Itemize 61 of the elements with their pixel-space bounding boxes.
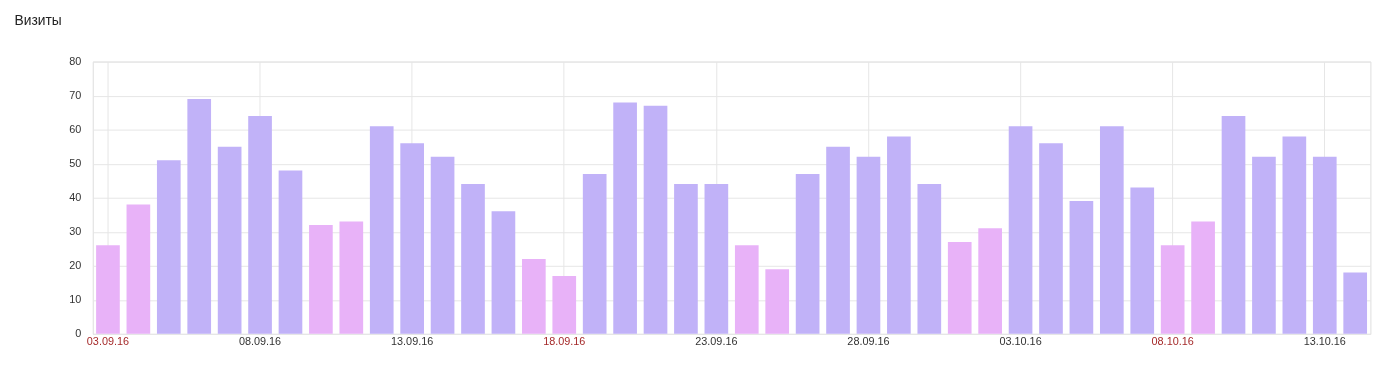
bar	[1343, 272, 1368, 334]
bar	[400, 143, 424, 334]
bar	[947, 241, 972, 334]
bar	[826, 146, 850, 334]
bar	[1039, 143, 1063, 334]
bar	[217, 146, 242, 334]
bar	[126, 204, 151, 334]
bar	[1160, 245, 1185, 334]
y-tick-label: 30	[69, 225, 82, 238]
y-tick-label: 40	[69, 191, 82, 204]
bar	[369, 126, 394, 334]
y-tick-label: 80	[69, 55, 82, 68]
x-tick-label: 28.09.16	[847, 335, 890, 348]
y-tick-label: 50	[69, 157, 82, 170]
x-tick-label: 13.10.16	[1303, 335, 1346, 348]
x-tick-label: 03.10.16	[999, 335, 1042, 348]
y-tick-label: 10	[69, 293, 82, 306]
bar	[978, 228, 1002, 334]
bar	[248, 116, 272, 334]
bar	[856, 156, 881, 334]
bar	[1099, 126, 1124, 334]
x-tick-label: 13.09.16	[391, 335, 434, 348]
x-tick-label: 23.09.16	[695, 335, 738, 348]
bar	[339, 221, 364, 334]
bar	[1252, 156, 1276, 334]
bar	[643, 105, 668, 334]
bar	[1312, 156, 1337, 334]
bar	[278, 170, 303, 334]
bar	[1221, 116, 1246, 334]
x-tick-label: 08.09.16	[238, 335, 282, 348]
x-tick-label: 18.09.16	[543, 335, 586, 348]
bar	[917, 184, 942, 334]
bar	[887, 136, 911, 334]
bar	[96, 245, 120, 334]
bar	[1008, 126, 1033, 334]
bar	[795, 173, 820, 334]
x-tick-label: 08.10.16	[1151, 335, 1194, 348]
y-tick-label: 0	[75, 327, 82, 340]
bar	[1282, 136, 1307, 334]
bar	[187, 99, 212, 334]
bar	[1069, 201, 1094, 334]
bar	[309, 224, 333, 334]
bar	[582, 173, 607, 334]
y-tick-label: 60	[69, 123, 82, 136]
bar	[491, 211, 516, 334]
bar	[1130, 187, 1155, 334]
bar	[613, 102, 637, 334]
bar	[552, 276, 577, 334]
bar	[704, 184, 729, 334]
y-tick-label: 70	[69, 89, 82, 102]
bar	[156, 160, 181, 334]
bar	[522, 258, 546, 334]
bar	[430, 156, 455, 334]
x-tick-label: 03.09.16	[86, 335, 130, 348]
bar	[674, 184, 698, 334]
bar	[765, 269, 790, 334]
bar	[1191, 221, 1215, 334]
bar	[734, 245, 759, 334]
chart-title: Визиты	[14, 12, 62, 29]
y-tick-label: 20	[69, 259, 82, 272]
bar	[461, 184, 485, 334]
